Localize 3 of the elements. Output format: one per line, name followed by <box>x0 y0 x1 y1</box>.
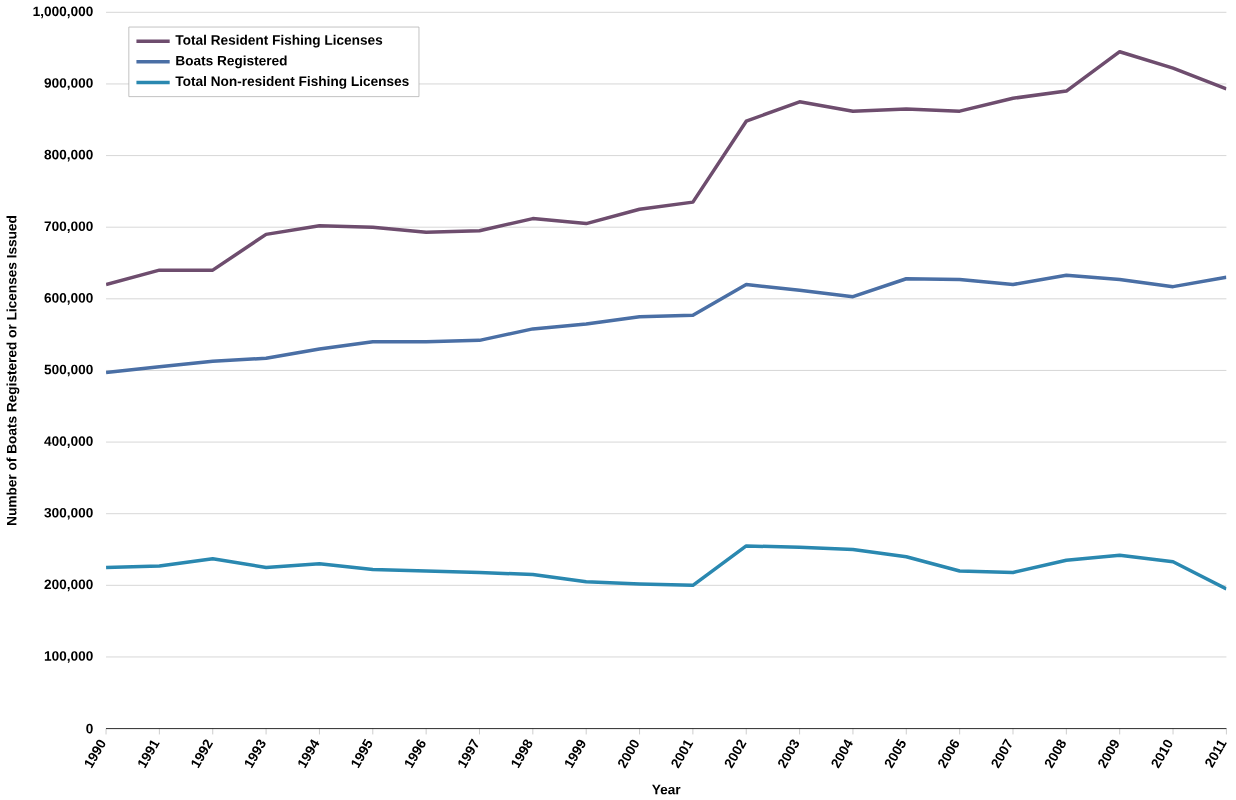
line-series <box>106 49 1227 286</box>
line-series <box>106 543 1227 591</box>
line-series <box>106 273 1227 374</box>
